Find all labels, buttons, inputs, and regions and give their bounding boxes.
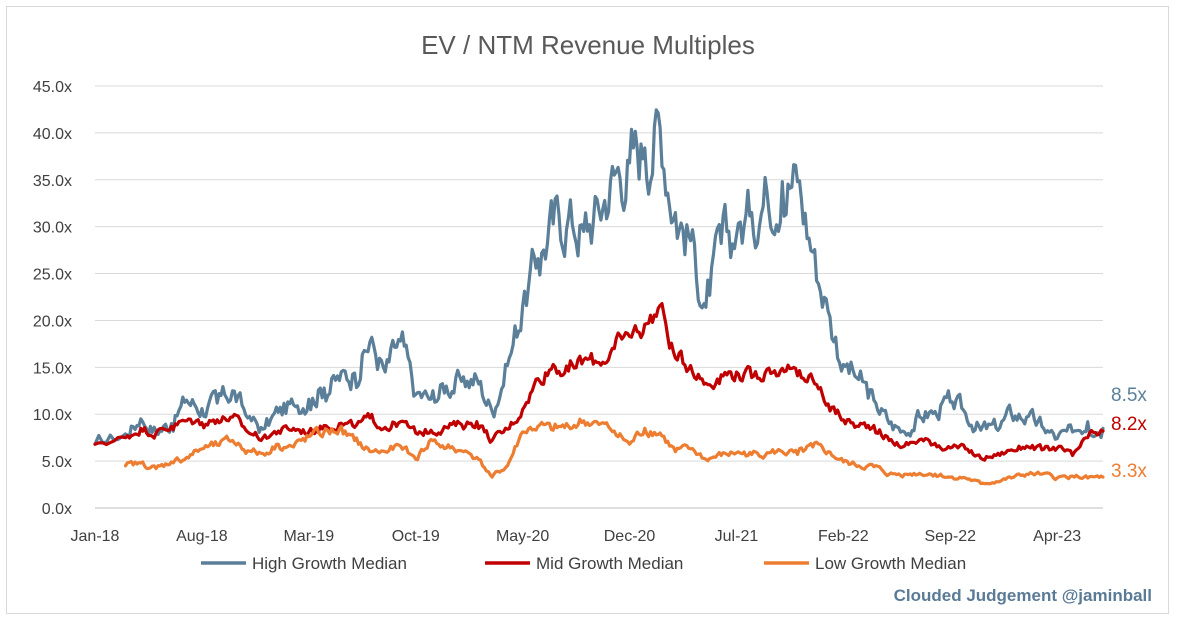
y-tick-label: 35.0x — [33, 173, 72, 190]
x-tick-label: Sep-22 — [924, 528, 976, 545]
chart-title: EV / NTM Revenue Multiples — [421, 30, 755, 60]
y-tick-label: 0.0x — [42, 501, 72, 518]
y-tick-label: 20.0x — [33, 313, 72, 330]
y-axis-ticks: 0.0x 5.0x 10.0x 15.0x 20.0x 25.0x 30.0x 35.0x 40… — [33, 79, 72, 518]
y-tick-label: 10.0x — [33, 407, 72, 424]
x-tick-label: Jul-21 — [715, 528, 759, 545]
x-tick-label: Jan-18 — [71, 528, 120, 545]
x-tick-label: Mar-19 — [283, 528, 334, 545]
end-label: 8.2x — [1111, 414, 1147, 435]
y-tick-label: 25.0x — [33, 267, 72, 284]
x-tick-label: Aug-18 — [176, 528, 228, 545]
x-tick-label: May-20 — [496, 528, 549, 545]
x-axis-ticks: Jan-18 Aug-18 Mar-19 Oct-19 May-20 Dec-20 Jul-… — [71, 528, 1082, 545]
y-tick-label: 45.0x — [33, 79, 72, 96]
legend: High Growth Median Mid Growth Median Low G… — [201, 554, 966, 573]
y-tick-label: 30.0x — [33, 220, 72, 237]
series-lines — [93, 108, 1105, 486]
x-tick-label: Apr-23 — [1033, 528, 1081, 545]
gridlines — [95, 85, 1103, 509]
series-line-2 — [123, 417, 1105, 486]
x-tick-label: Feb-22 — [818, 528, 869, 545]
y-tick-label: 15.0x — [33, 360, 72, 377]
credit-label: Clouded Judgement @jaminball — [894, 586, 1152, 605]
x-tick-label: Dec-20 — [604, 528, 656, 545]
end-labels: 8.5x 8.2x 3.3x — [1111, 385, 1147, 482]
chart-frame — [6, 6, 1169, 614]
legend-label: Mid Growth Median — [536, 554, 683, 573]
legend-label: High Growth Median — [252, 554, 407, 573]
y-tick-label: 40.0x — [33, 126, 72, 143]
series-line-1 — [93, 302, 1105, 462]
x-tick-label: Oct-19 — [392, 528, 440, 545]
legend-label: Low Growth Median — [815, 554, 966, 573]
end-label: 8.5x — [1111, 385, 1147, 406]
y-tick-label: 5.0x — [42, 454, 72, 471]
end-label: 3.3x — [1111, 461, 1147, 482]
series-line-0 — [93, 108, 1105, 446]
